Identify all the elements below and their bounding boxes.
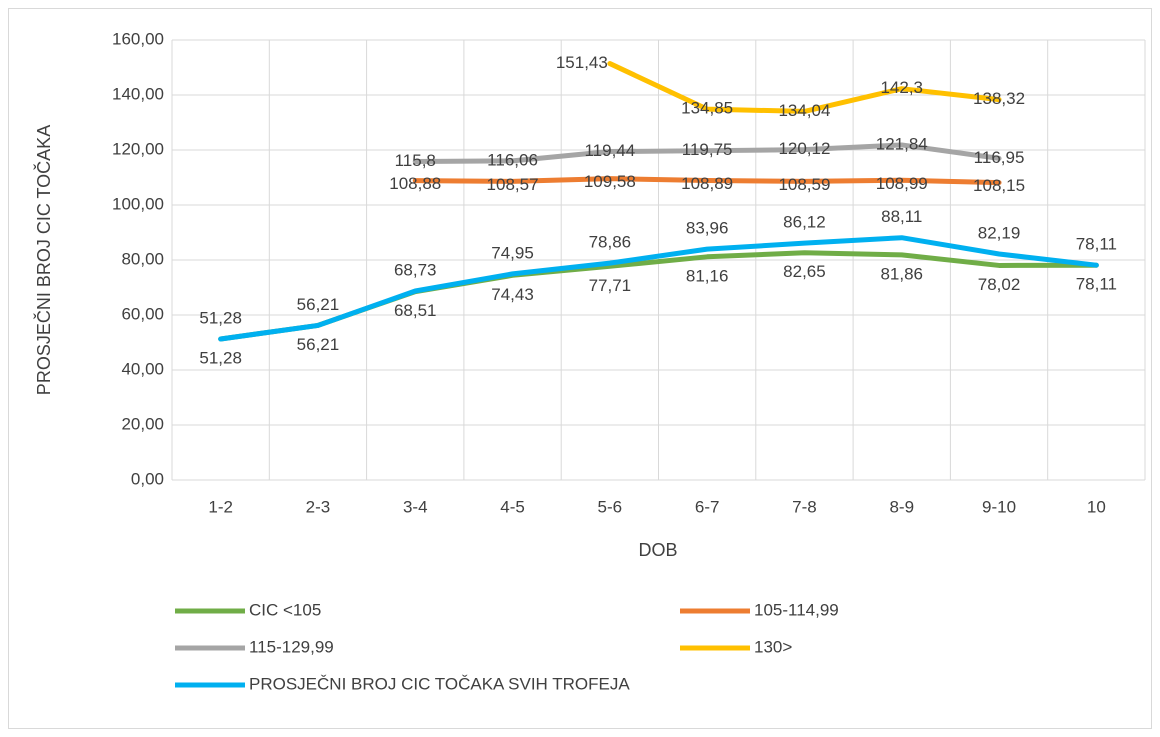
data-label: 74,43 <box>491 285 534 304</box>
data-label: 134,04 <box>778 101 830 120</box>
x-tick-label: 2-3 <box>306 497 331 516</box>
series-line <box>412 176 1002 186</box>
legend-label: 130> <box>754 637 792 656</box>
y-tick-label: 80,00 <box>121 249 164 268</box>
y-tick-label: 20,00 <box>121 414 164 433</box>
x-tick-label: 9-10 <box>982 497 1016 516</box>
y-tick-label: 140,00 <box>112 84 164 103</box>
data-label: 116,06 <box>487 150 538 169</box>
series-line <box>218 235 1099 342</box>
data-label: 78,11 <box>1076 275 1117 294</box>
data-label: 82,65 <box>783 262 826 281</box>
data-label: 134,85 <box>681 99 733 118</box>
x-tick-label: 3-4 <box>403 497 428 516</box>
data-label: 77,71 <box>589 276 632 295</box>
data-label: 81,16 <box>686 266 729 285</box>
data-label: 78,02 <box>978 275 1021 294</box>
data-label: 108,99 <box>876 174 928 193</box>
y-tick-label: 120,00 <box>112 139 164 158</box>
data-label: 108,88 <box>389 174 441 193</box>
data-label: 81,86 <box>880 264 923 283</box>
data-label: 78,11 <box>1076 235 1117 254</box>
y-tick-label: 160,00 <box>112 29 164 48</box>
data-label: 51,28 <box>199 348 242 367</box>
x-tick-label: 1-2 <box>208 497 233 516</box>
x-tick-label: 7-8 <box>792 497 817 516</box>
data-label: 119,75 <box>682 140 733 159</box>
data-label: 121,84 <box>876 134 928 153</box>
y-tick-label: 60,00 <box>121 304 164 323</box>
x-tick-label: 5-6 <box>598 497 623 516</box>
x-axis-title: DOB <box>638 540 677 560</box>
legend-label: 105-114,99 <box>754 600 839 619</box>
x-tick-label: 6-7 <box>695 497 720 516</box>
data-label: 115,8 <box>395 151 436 170</box>
data-label: 108,89 <box>681 174 733 193</box>
y-axis-title: PROSJEČNI BROJ CIC TOČAKA <box>33 125 54 395</box>
x-tick-label: 4-5 <box>500 497 525 516</box>
series-line <box>607 61 1002 114</box>
data-label: 109,58 <box>584 172 636 191</box>
chart-frame <box>8 8 1152 729</box>
data-label: 68,51 <box>394 301 437 320</box>
data-label: 56,21 <box>297 335 340 354</box>
data-label: 116,95 <box>974 148 1025 167</box>
data-label: 151,43 <box>556 53 608 72</box>
legend-label: PROSJEČNI BROJ CIC TOČAKA SVIH TROFEJA <box>249 674 630 693</box>
y-tick-label: 0,00 <box>131 469 164 488</box>
series-line <box>412 142 1002 165</box>
x-tick-label: 10 <box>1087 497 1106 516</box>
y-tick-label: 100,00 <box>112 194 164 213</box>
data-label: 51,28 <box>199 308 242 327</box>
data-label: 108,57 <box>487 175 539 194</box>
data-label: 88,11 <box>881 207 922 226</box>
data-label: 78,86 <box>589 233 632 252</box>
data-label: 74,95 <box>491 243 534 262</box>
data-label: 108,59 <box>778 175 830 194</box>
data-label: 82,19 <box>978 223 1021 242</box>
data-label: 119,44 <box>584 141 635 160</box>
y-tick-label: 40,00 <box>121 359 164 378</box>
data-label: 138,32 <box>973 89 1025 108</box>
data-label: 68,73 <box>394 260 437 279</box>
data-label: 56,21 <box>297 295 340 314</box>
data-label: 120,12 <box>778 139 830 158</box>
legend-label: CIC <105 <box>249 600 321 619</box>
data-label: 142,3 <box>880 78 923 97</box>
data-label: 83,96 <box>686 219 729 238</box>
x-tick-label: 8-9 <box>889 497 914 516</box>
data-label: 108,15 <box>973 176 1025 195</box>
legend-label: 115-129,99 <box>249 637 334 656</box>
data-label: 86,12 <box>783 213 826 232</box>
